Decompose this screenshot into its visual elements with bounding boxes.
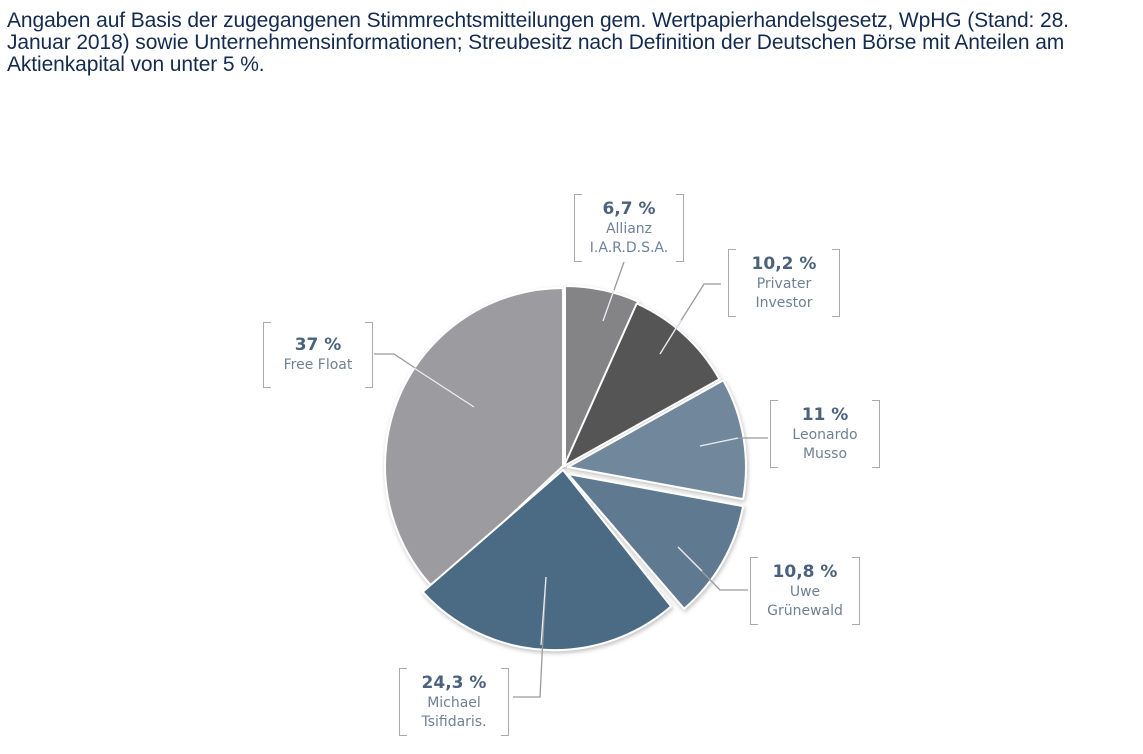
bracket-left xyxy=(750,557,758,625)
label-name: Leonardo xyxy=(792,427,858,443)
slice-michael-tsifidaris xyxy=(421,469,673,651)
label-name: Privater xyxy=(756,276,812,292)
bracket-right xyxy=(832,249,840,317)
bracket-left xyxy=(399,668,407,736)
bracket-right xyxy=(365,322,373,388)
bracket-right xyxy=(852,557,860,625)
bracket-right xyxy=(676,194,684,262)
bracket-left xyxy=(728,249,736,317)
bracket-right xyxy=(872,400,880,468)
label-michael-tsifidaris: 24,3 % Michael Tsifidaris. xyxy=(399,668,509,736)
label-privater-investor: 10,2 % Privater Investor xyxy=(728,249,840,317)
bracket-left xyxy=(263,322,271,388)
label-name: I.A.R.D.S.A. xyxy=(589,240,669,256)
label-leonardo-musso: 11 % Leonardo Musso xyxy=(770,400,880,468)
slice-free-float xyxy=(384,287,564,589)
label-name: Grünewald xyxy=(767,603,843,619)
label-name: Tsifidaris. xyxy=(421,714,487,730)
slice-privater-investor xyxy=(563,302,721,467)
label-percent: 11 % xyxy=(801,405,849,425)
label-name: Uwe xyxy=(789,584,821,600)
label-percent: 24,3 % xyxy=(421,673,487,693)
label-percent: 10,2 % xyxy=(751,254,817,274)
label-name: Musso xyxy=(802,446,848,462)
label-allianz: 6,7 % Allianz I.A.R.D.S.A. xyxy=(574,194,684,262)
bracket-left xyxy=(770,400,778,468)
slice-uwe-gruenewald xyxy=(567,473,745,610)
label-name: Michael xyxy=(427,695,481,711)
label-percent: 10,8 % xyxy=(772,562,838,582)
label-uwe-gruenewald: 10,8 % Uwe Grünewald xyxy=(750,557,860,625)
label-percent: 37 % xyxy=(294,335,342,355)
label-name: Investor xyxy=(755,295,813,311)
label-free-float: 37 % Free Float xyxy=(263,322,373,388)
bracket-left xyxy=(574,194,582,262)
intro-text: Angaben auf Basis der zugegangenen Stimm… xyxy=(7,9,1069,76)
label-name: Free Float xyxy=(283,357,353,373)
leader-line-michael xyxy=(513,576,547,698)
bracket-right xyxy=(501,668,509,736)
label-name: Allianz xyxy=(605,221,653,237)
label-percent: 6,7 % xyxy=(602,199,656,219)
